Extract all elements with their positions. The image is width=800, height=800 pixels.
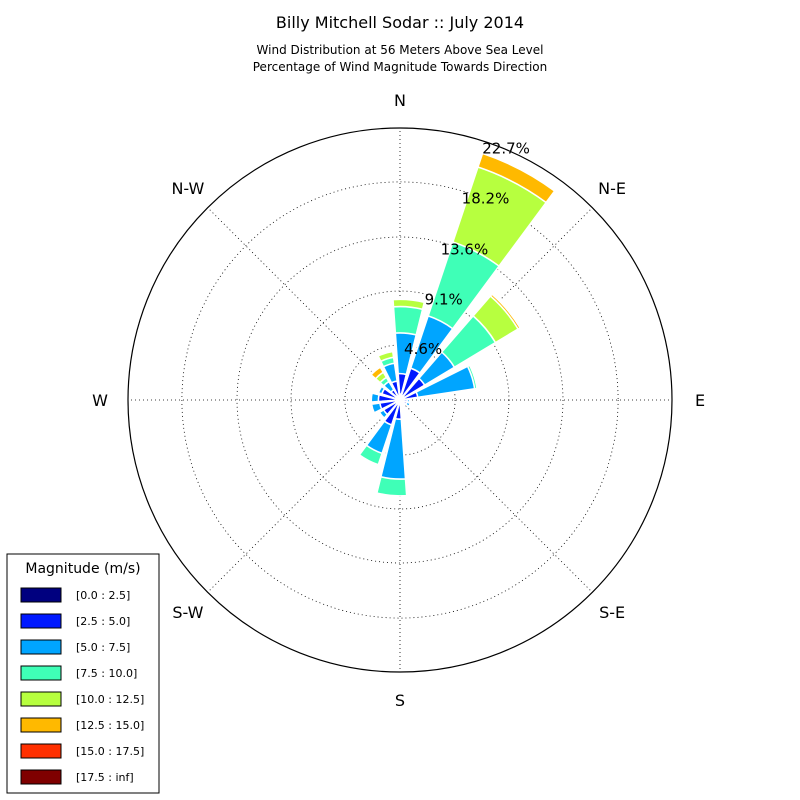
legend-swatch (20, 665, 62, 681)
legend-label: [12.5 : 15.0] (76, 719, 144, 732)
grid-circle (236, 236, 564, 564)
legend-swatch (20, 587, 62, 603)
bar-sector-8-bin-1 (394, 399, 403, 420)
grid-circle (344, 344, 456, 456)
direction-label: N (394, 91, 406, 110)
direction-label: E (695, 391, 705, 410)
radial-tick-label: 9.1% (425, 290, 463, 308)
legend-items: [0.0 : 2.5] [2.5 : 5.0] [5.0 : 7.5] [7.5 : … (20, 587, 144, 785)
bar-sector-13-bin-1 (380, 387, 401, 401)
chart-title: Billy Mitchell Sodar :: July 2014 (276, 13, 524, 32)
bar-sector-11-bin-1 (378, 399, 401, 411)
direction-label: N-W (171, 179, 204, 198)
legend: Magnitude (m/s) [0.0 : 2.5] [2.5 : 5.0] [5… (6, 553, 160, 794)
chart-subtitle-line-2: Percentage of Wind Magnitude Towards Dir… (253, 60, 547, 74)
legend-swatch (20, 691, 62, 707)
direction-label: N-E (598, 179, 626, 198)
radial-tick-label: 4.6% (404, 340, 442, 358)
radial-tick-label: 13.6% (441, 240, 489, 258)
outer-circle (127, 127, 673, 673)
legend-title: Magnitude (m/s) (25, 561, 140, 577)
axis-labels: 4.6% 9.1% 13.6% 18.2% 22.7% N N-E E S-E S S-W W N-W (92, 91, 705, 710)
bar-sector-1-bin-1 (399, 367, 422, 401)
radial-tick-label: 22.7% (482, 140, 530, 158)
bar-sector-14-bin-1 (389, 388, 401, 401)
legend-label: [2.5 : 5.0] (76, 615, 130, 628)
grid-spoke (207, 399, 401, 593)
bar-sector-3-bin-2 (399, 365, 476, 401)
bar-sector-9-bin-1 (383, 399, 401, 427)
legend-swatch (20, 639, 62, 655)
legend-swatch (20, 743, 62, 759)
direction-label: S (395, 691, 405, 710)
legend-label: [0.0 : 2.5] (76, 589, 130, 602)
direction-label: S-E (599, 603, 625, 622)
grid-circle (181, 181, 619, 619)
bar-sector-15-bin-1 (390, 380, 401, 401)
windrose-bars (358, 152, 556, 497)
bar-sector-15-bin-0 (397, 396, 401, 401)
legend-swatch (20, 613, 62, 629)
legend-label: [10.0 : 12.5] (76, 693, 144, 706)
chart-subtitle-line-1: Wind Distribution at 56 Meters Above Sea… (257, 43, 544, 57)
bar-sector-10-bin-1 (382, 399, 401, 416)
grid-spoke (399, 399, 593, 593)
bar-sector-12-bin-1 (377, 393, 401, 403)
legend-label: [7.5 : 10.0] (76, 667, 137, 680)
direction-label: W (92, 391, 108, 410)
bar-sector-3-bin-1 (399, 390, 419, 401)
bar-sector-2-bin-1 (399, 377, 426, 401)
legend-label: [17.5 : inf] (76, 771, 134, 784)
polar-grid (127, 127, 673, 673)
grid-circle (290, 290, 510, 510)
grid-spoke (207, 207, 401, 401)
radial-tick-label: 18.2% (462, 190, 510, 208)
legend-swatch (20, 769, 62, 785)
direction-label: S-W (172, 603, 203, 622)
legend-label: [5.0 : 7.5] (76, 641, 130, 654)
legend-label: [15.0 : 17.5] (76, 745, 144, 758)
legend-swatch (20, 717, 62, 733)
